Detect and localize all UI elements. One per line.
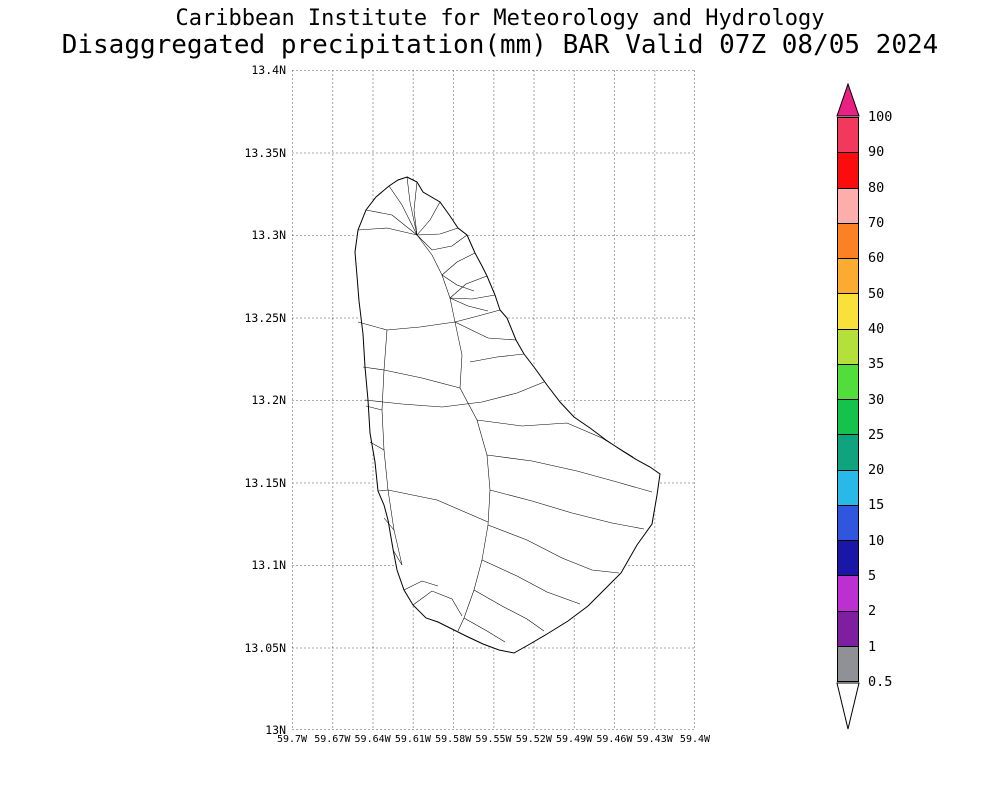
institute-title: Caribbean Institute for Meteorology and … — [175, 6, 825, 31]
x-axis-labels: 59.7W 59.67W 59.64W 59.61W 59.58W 59.55W… — [276, 734, 711, 745]
plot-title: Disaggregated precipitation(mm) BAR Vali… — [61, 30, 939, 60]
colorbar-segment — [838, 363, 858, 399]
colorbar-segment — [838, 258, 858, 294]
colorbar-segment — [838, 434, 858, 470]
colorbar-bottom-arrow — [836, 682, 860, 730]
colorbar-segment — [838, 540, 858, 576]
colorbar-segment — [838, 645, 858, 681]
colorbar-labels: 100 90 80 70 60 50 40 35 30 25 20 15 10 … — [868, 109, 893, 690]
colorbar-segment — [838, 469, 858, 505]
barbados-coastline — [354, 176, 661, 654]
colorbar-bottom-arrow-shape — [836, 682, 860, 730]
colorbar-segment — [838, 222, 858, 258]
colorbar-segment — [838, 504, 858, 540]
colorbar-top-arrow — [836, 83, 860, 117]
colorbar-segment — [838, 575, 858, 611]
colorbar-segment — [838, 328, 858, 364]
colorbar-segment — [838, 399, 858, 435]
y-axis-labels: 13.4N 13.35N 13.3N 13.25N 13.2N 13.15N 1… — [244, 63, 286, 737]
colorbar-top-arrow-shape — [836, 83, 860, 117]
colorbar-segment — [838, 152, 858, 188]
map-plot-area — [292, 70, 695, 730]
colorbar-segment — [838, 187, 858, 223]
colorbar-segment — [838, 118, 858, 153]
colorbar — [837, 117, 859, 682]
colorbar-segment — [838, 293, 858, 329]
colorbar-segment — [838, 610, 858, 646]
watershed-boundaries — [357, 176, 653, 643]
